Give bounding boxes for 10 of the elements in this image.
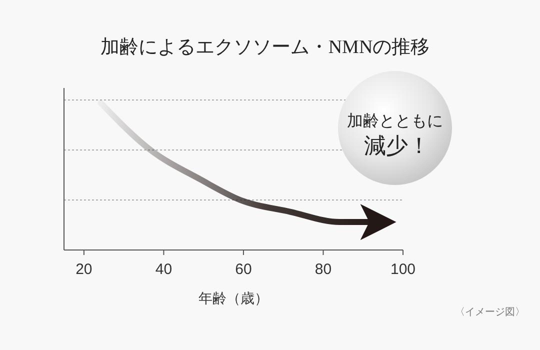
x-axis-title: 年齢（歳） [198,290,268,306]
annotation: 減少！ [364,133,430,158]
annotation: 加齢とともに [347,112,443,130]
text: 〈イメージ図〉 [455,307,525,318]
chart-title: 加齢によるエクソソーム・NMNの推移 [100,37,430,58]
x-tick-label: 80 [314,261,332,278]
x-tick-label: 40 [155,261,172,278]
x-tick-label: 100 [390,261,416,278]
x-tick-label: 60 [235,261,252,278]
x-tick-label: 20 [76,261,92,278]
